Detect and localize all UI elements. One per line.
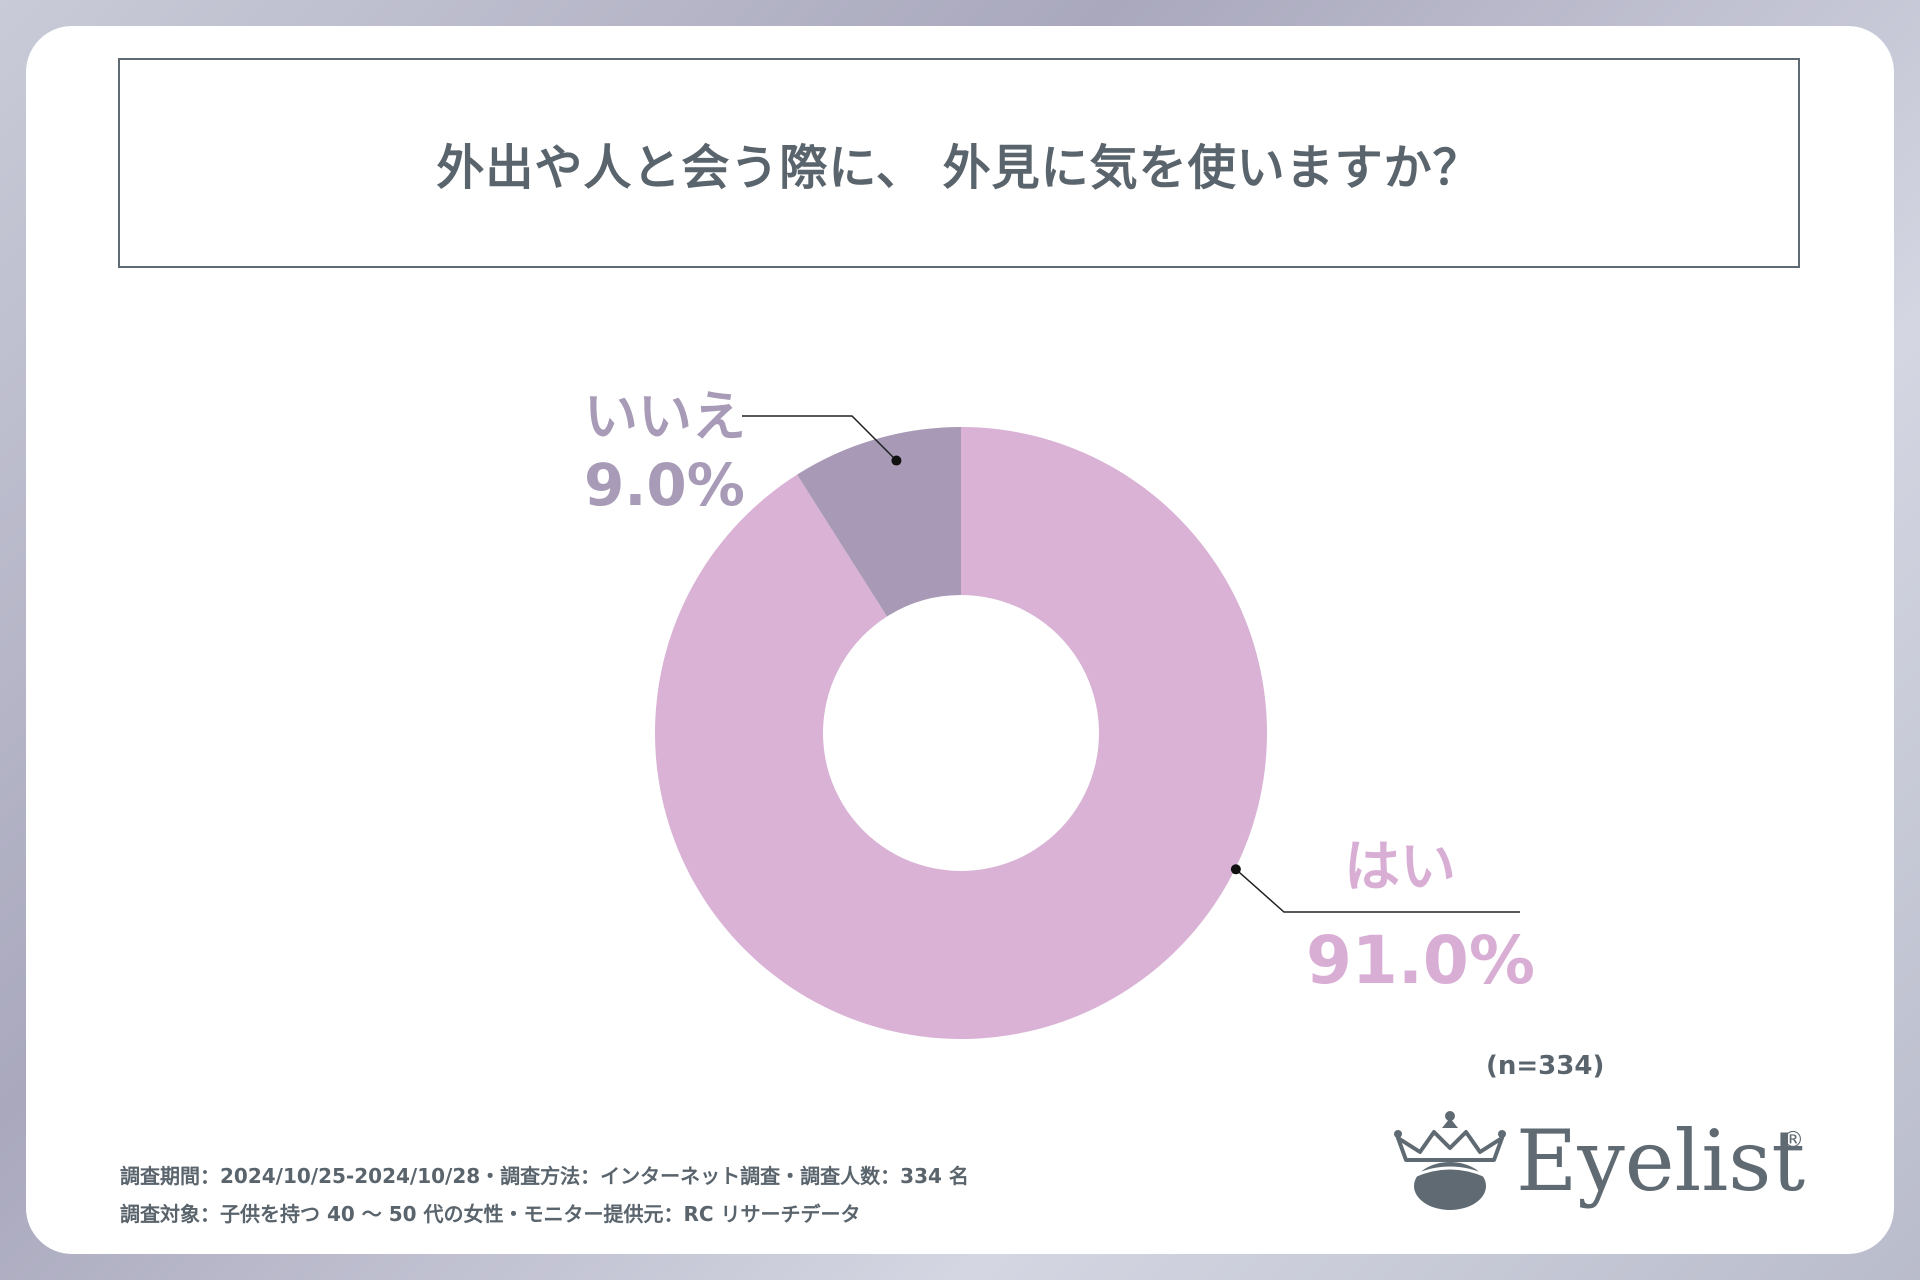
footnote-survey-period: 調査期間：2024/10/25-2024/10/28・調査方法：インターネット調… (120, 1164, 969, 1188)
sample-size: (n=334) (1486, 1051, 1605, 1081)
card-background (26, 26, 1894, 1254)
label-yes-name: はい (1344, 835, 1456, 900)
footnote-survey-target: 調査対象：子供を持つ 40 ～ 50 代の女性・モニター提供元：RC リサーチデ… (120, 1202, 861, 1226)
label-no-percent: 9.0% (584, 451, 745, 519)
label-no-name: いいえ (584, 385, 746, 448)
page-title: 外出や人と会う際に、 外見に気を使いますか？ (436, 140, 1482, 196)
registered-mark: ® (1782, 1128, 1804, 1153)
logo-wordmark: Eyelist (1516, 1112, 1806, 1210)
leader-line-yes (1230, 864, 1520, 913)
crown-eye-icon (1394, 1111, 1506, 1210)
label-yes-percent: 91.0% (1306, 922, 1535, 999)
title-box: 外出や人と会う際に、 外見に気を使いますか？ (118, 58, 1800, 268)
leader-line-no (742, 415, 902, 466)
pie-slice-yes (654, 427, 1268, 1039)
pie-slice-no (797, 427, 961, 617)
